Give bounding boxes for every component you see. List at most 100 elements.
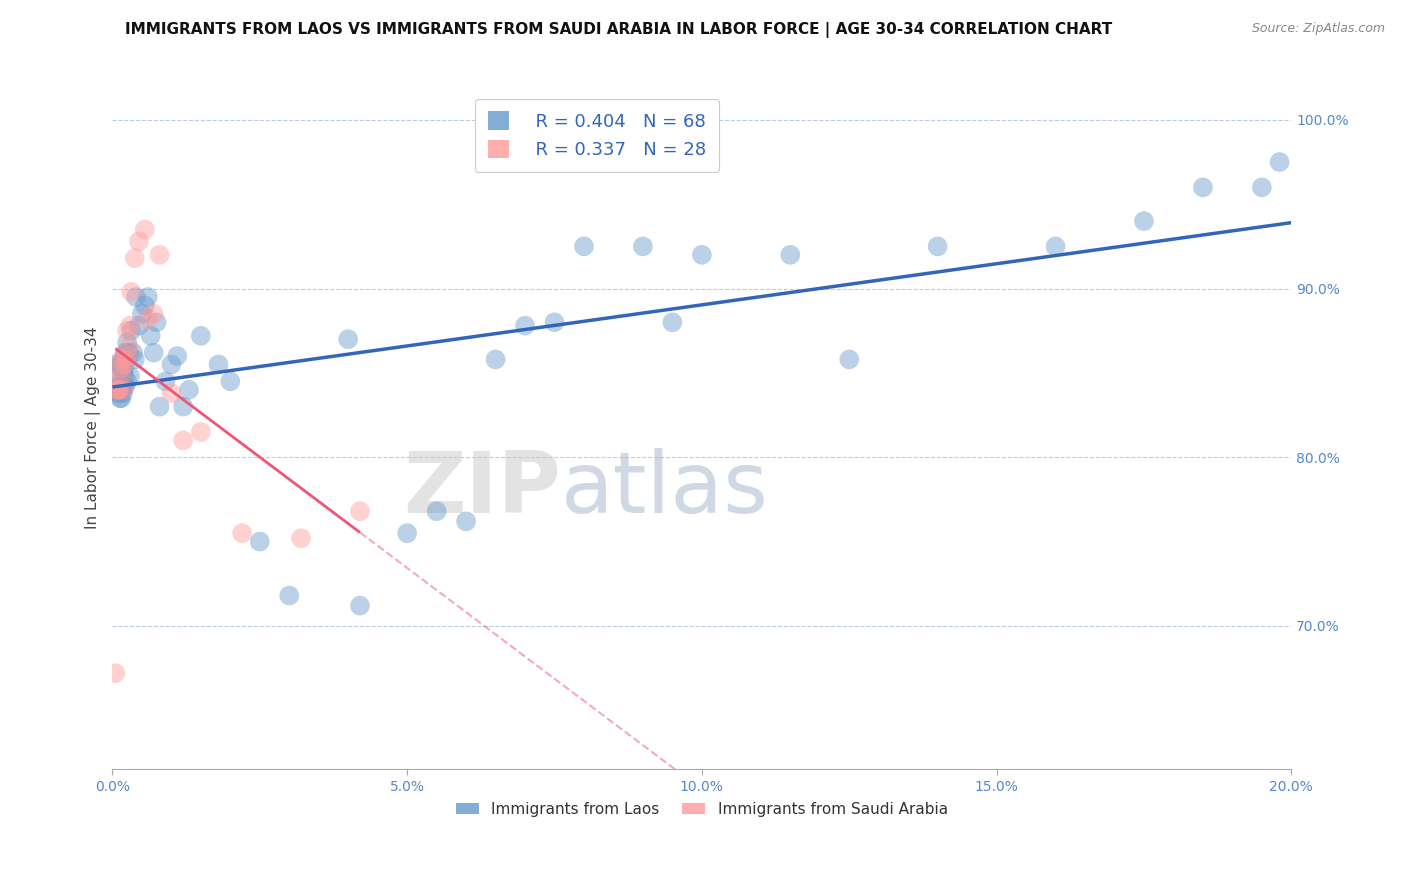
Point — [177, 383, 200, 397]
Point — [927, 239, 949, 253]
Point — [155, 375, 177, 389]
Point — [111, 358, 134, 372]
Point — [122, 345, 145, 359]
Point — [112, 369, 135, 384]
Point — [838, 352, 860, 367]
Point — [108, 391, 131, 405]
Point — [118, 345, 141, 359]
Point — [349, 599, 371, 613]
Point — [160, 358, 183, 372]
Point — [112, 349, 135, 363]
Point — [172, 434, 194, 448]
Point — [120, 285, 142, 299]
Point — [114, 345, 136, 359]
Point — [124, 352, 146, 367]
Point — [131, 307, 153, 321]
Point — [108, 379, 131, 393]
Point — [115, 335, 138, 350]
Point — [108, 383, 131, 397]
Point — [148, 248, 170, 262]
Point — [484, 352, 506, 367]
Point — [111, 379, 134, 393]
Point — [110, 375, 132, 389]
Point — [290, 531, 312, 545]
Point — [543, 315, 565, 329]
Text: Source: ZipAtlas.com: Source: ZipAtlas.com — [1251, 22, 1385, 36]
Point — [115, 352, 138, 367]
Point — [1250, 180, 1272, 194]
Point — [111, 362, 134, 376]
Point — [572, 239, 595, 253]
Point — [207, 358, 229, 372]
Point — [136, 290, 159, 304]
Point — [120, 324, 142, 338]
Point — [115, 324, 138, 338]
Point — [145, 315, 167, 329]
Point — [160, 386, 183, 401]
Point — [108, 358, 131, 372]
Point — [396, 526, 419, 541]
Point — [111, 383, 134, 397]
Point — [124, 251, 146, 265]
Point — [190, 328, 212, 343]
Point — [134, 222, 156, 236]
Point — [661, 315, 683, 329]
Point — [426, 504, 449, 518]
Point — [120, 369, 142, 384]
Point — [454, 514, 477, 528]
Point — [107, 386, 129, 401]
Point — [107, 369, 129, 384]
Point — [148, 400, 170, 414]
Point — [513, 318, 536, 333]
Point — [105, 383, 128, 397]
Point — [114, 352, 136, 367]
Point — [110, 383, 132, 397]
Point — [631, 239, 654, 253]
Point — [110, 391, 132, 405]
Point — [779, 248, 801, 262]
Point — [1192, 180, 1215, 194]
Point — [120, 318, 142, 333]
Text: atlas: atlas — [561, 448, 769, 531]
Legend: Immigrants from Laos, Immigrants from Saudi Arabia: Immigrants from Laos, Immigrants from Sa… — [450, 796, 953, 823]
Point — [104, 383, 127, 397]
Text: ZIP: ZIP — [402, 448, 561, 531]
Point — [112, 362, 135, 376]
Point — [142, 307, 165, 321]
Point — [111, 383, 134, 397]
Point — [172, 400, 194, 414]
Point — [118, 341, 141, 355]
Point — [125, 290, 148, 304]
Point — [107, 383, 129, 397]
Point — [337, 332, 360, 346]
Point — [219, 375, 242, 389]
Text: IMMIGRANTS FROM LAOS VS IMMIGRANTS FROM SAUDI ARABIA IN LABOR FORCE | AGE 30-34 : IMMIGRANTS FROM LAOS VS IMMIGRANTS FROM … — [125, 22, 1112, 38]
Point — [134, 298, 156, 312]
Point — [142, 345, 165, 359]
Point — [136, 312, 159, 326]
Point — [690, 248, 713, 262]
Point — [104, 666, 127, 681]
Point — [115, 375, 138, 389]
Point — [139, 328, 162, 343]
Point — [190, 425, 212, 439]
Point — [115, 349, 138, 363]
Point — [128, 318, 150, 333]
Point — [349, 504, 371, 518]
Point — [1045, 239, 1067, 253]
Y-axis label: In Labor Force | Age 30-34: In Labor Force | Age 30-34 — [86, 326, 101, 529]
Point — [111, 386, 134, 401]
Point — [231, 526, 253, 541]
Point — [107, 383, 129, 397]
Point — [1133, 214, 1156, 228]
Point — [114, 379, 136, 393]
Point — [249, 534, 271, 549]
Point — [108, 383, 131, 397]
Point — [110, 369, 132, 384]
Point — [1268, 155, 1291, 169]
Point — [108, 362, 131, 376]
Point — [278, 589, 301, 603]
Point — [105, 358, 128, 372]
Point — [112, 358, 135, 372]
Point — [128, 235, 150, 249]
